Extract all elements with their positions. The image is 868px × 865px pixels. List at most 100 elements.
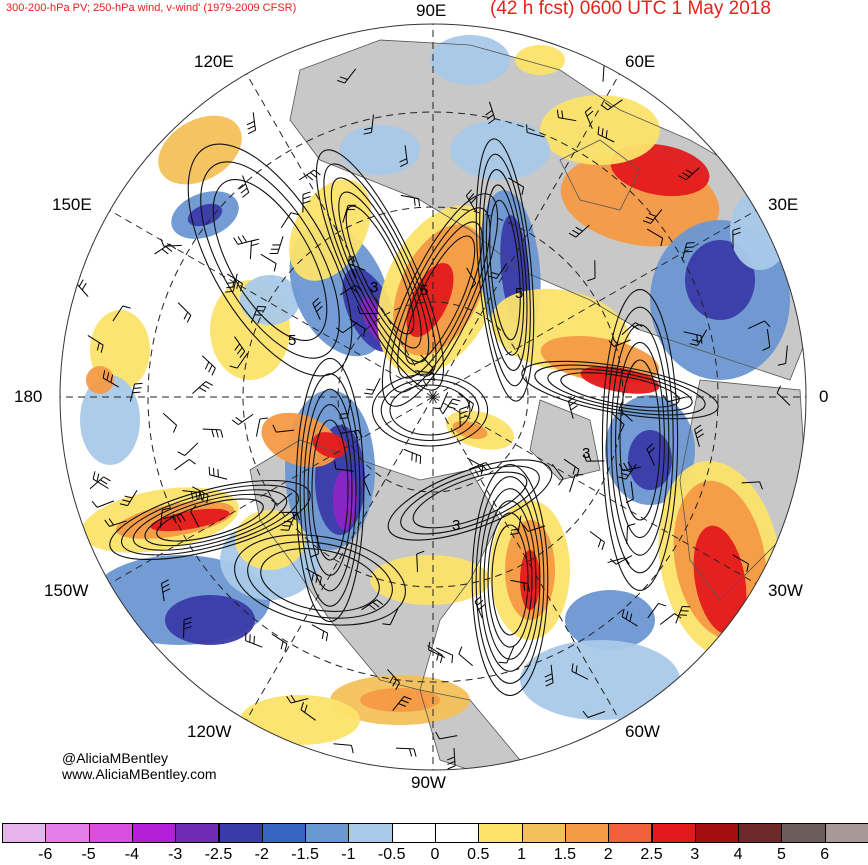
colorbar-tick-label: 2 [603, 846, 613, 863]
wind-barb [357, 305, 379, 315]
wind-barb [280, 212, 299, 229]
barb-feather [290, 694, 296, 703]
barb-shaft [626, 525, 629, 544]
wind-barb [741, 481, 763, 490]
barb-shaft [584, 111, 593, 129]
barb-feather [498, 661, 507, 664]
wind-barb [129, 382, 143, 402]
barb-shaft [400, 194, 419, 200]
credit-handle: @AliciaMBentley [62, 750, 169, 766]
wind-barb [732, 554, 749, 572]
barb-feather [273, 263, 277, 272]
barb-feather [658, 602, 667, 607]
anomaly-region [628, 430, 672, 490]
colorbar-swatch [348, 823, 393, 843]
barb-feather [618, 463, 624, 471]
barb-feather [605, 130, 608, 139]
wind-barb [399, 145, 408, 168]
barb-feather [183, 311, 189, 320]
wind-barb [395, 747, 417, 757]
barb-feather [110, 374, 114, 383]
barb-feather [439, 655, 443, 664]
wind-barb [569, 474, 584, 493]
contour-label: 3 [582, 445, 590, 462]
barb-shaft [300, 709, 316, 721]
barb-feather [648, 447, 656, 454]
colorbar-swatch [175, 823, 220, 843]
wind-barb [563, 458, 580, 478]
longitude-line [246, 396, 434, 721]
wind-barb [618, 401, 633, 422]
barb-feather [240, 283, 243, 292]
wind-barb [400, 194, 421, 207]
pv-contour [323, 163, 437, 377]
barb-feather [545, 677, 553, 683]
wind-barb [762, 329, 771, 351]
barb-feather [623, 462, 629, 471]
barb-shaft [290, 698, 309, 704]
lon-label-0: 0 [819, 387, 829, 406]
colorbar-tick-label: -5 [81, 846, 96, 863]
barb-shaft [404, 145, 408, 164]
barb-feather [569, 400, 577, 407]
colorbar-swatch [694, 823, 740, 843]
coastline [289, 39, 806, 381]
barb-shaft [741, 481, 760, 484]
barb-feather [447, 406, 456, 410]
barb-feather [239, 183, 246, 190]
barb-shaft [335, 468, 354, 472]
barb-feather [451, 655, 454, 664]
pv-contour [156, 498, 264, 542]
barb-shaft [496, 263, 508, 279]
anomaly-region [340, 125, 420, 175]
wind-barb [119, 490, 138, 507]
barb-shaft [92, 478, 109, 489]
barb-feather [695, 428, 703, 435]
pv-contour [487, 512, 533, 648]
wind-barb [286, 694, 309, 704]
barb-feather [411, 452, 413, 461]
wind-barb [162, 412, 178, 433]
barb-shaft [621, 322, 636, 336]
barb-feather [446, 756, 455, 761]
barb-feather [416, 550, 425, 555]
barb-shaft [184, 442, 199, 456]
barb-feather [625, 498, 634, 504]
wind-barb [662, 394, 686, 403]
barb-feather [648, 213, 657, 217]
barb-shaft [427, 645, 443, 656]
wind-barb [458, 393, 474, 412]
barb-feather [545, 682, 554, 687]
anomaly-region [520, 550, 540, 610]
pv-contour [475, 138, 535, 402]
barb-feather [366, 388, 375, 391]
barb-shaft [416, 553, 419, 572]
barb-feather [211, 429, 215, 438]
pv-contour [400, 465, 540, 535]
colorbar-tick-label: -2.5 [204, 846, 233, 863]
colorbar-swatch [564, 823, 610, 843]
barb-feather [353, 430, 359, 439]
barb-feather [286, 695, 292, 704]
barb-feather [612, 338, 619, 346]
wind-barb [163, 513, 186, 524]
wind-barb [302, 191, 311, 213]
barb-feather [674, 613, 682, 619]
barb-feather [357, 305, 361, 314]
colorbar-tick-label: 4 [733, 846, 743, 863]
colorbar-swatch [608, 823, 653, 843]
barb-feather [618, 476, 627, 480]
contour-labels: 5 5 3 5 3 3 [288, 279, 590, 534]
barb-feather [208, 466, 211, 475]
lon-label-30w: 30W [768, 581, 803, 600]
barb-feather [777, 363, 786, 366]
barb-feather [398, 703, 407, 707]
barb-shaft [177, 302, 192, 316]
wind-barb [567, 396, 578, 419]
barb-feather [354, 284, 362, 291]
lon-label-90e: 90E [416, 1, 447, 20]
wind-barb [416, 550, 425, 572]
barb-feather [336, 327, 344, 334]
barb-shaft [510, 579, 529, 585]
